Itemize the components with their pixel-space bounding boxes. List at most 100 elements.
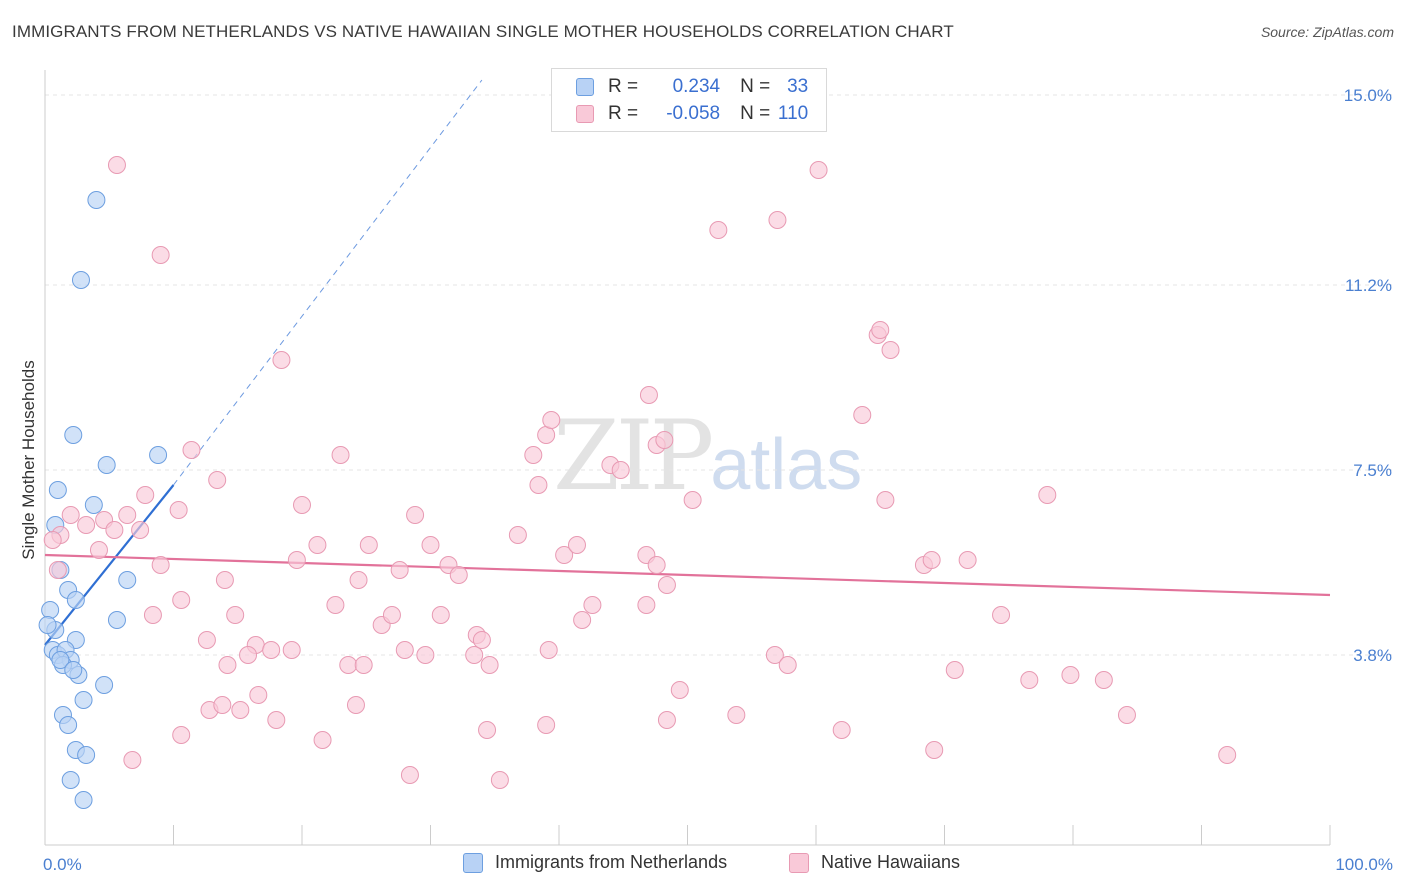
pink-data-point: [683, 491, 702, 509]
pink-data-point: [395, 641, 414, 659]
pink-data-point: [172, 591, 191, 609]
blue-data-point: [66, 591, 85, 609]
blue-data-point: [51, 651, 70, 669]
pink-data-point: [657, 576, 676, 594]
blue-data-point: [107, 611, 126, 629]
blue-data-point: [84, 496, 103, 514]
legend-swatch-blue: [576, 78, 594, 96]
pink-data-point: [231, 701, 250, 719]
pink-trendline: [44, 553, 1331, 597]
blue-data-point: [71, 271, 90, 289]
stats-legend: R = 0.234 N = 33 R = -0.058 N = 110: [551, 68, 827, 132]
pink-data-point: [61, 506, 80, 524]
pink-data-point: [778, 656, 797, 674]
pink-data-point: [583, 596, 602, 614]
pink-data-point: [218, 656, 237, 674]
pink-data-point: [105, 521, 124, 539]
blue-data-point: [64, 426, 83, 444]
legend-pink-r-label: R =: [608, 103, 639, 124]
pink-data-point: [611, 461, 630, 479]
pink-data-point: [925, 741, 944, 759]
blue-data-point: [87, 191, 106, 209]
blue-data-point: [149, 446, 168, 464]
y-axis-title: Single Mother Households: [19, 360, 38, 559]
blue-data-point: [59, 716, 78, 734]
bottom-legend-blue: Immigrants from Netherlands: [463, 852, 727, 873]
watermark-atlas: atlas: [710, 425, 863, 505]
pink-data-point: [272, 351, 291, 369]
pink-data-point: [421, 536, 440, 554]
pink-data-point: [400, 766, 419, 784]
pink-data-point: [567, 536, 586, 554]
pink-data-point: [382, 606, 401, 624]
pink-data-point: [390, 561, 409, 579]
y-tick-label: 7.5%: [1353, 461, 1392, 480]
pink-data-point: [182, 441, 201, 459]
pink-data-point: [262, 641, 281, 659]
pink-data-point: [709, 221, 728, 239]
legend-swatch-pink: [576, 105, 594, 123]
axes: [44, 70, 1331, 846]
pink-data-point: [727, 706, 746, 724]
blue-data-point: [74, 791, 93, 809]
pink-data-point: [313, 731, 332, 749]
pink-data-point: [573, 611, 592, 629]
bottom-legend-swatch-pink: [789, 852, 809, 873]
blue-data-point: [118, 571, 137, 589]
blue-trendline-extension: [173, 79, 483, 486]
pink-data-point: [267, 711, 286, 729]
bottom-legend-swatch-blue: [463, 852, 483, 873]
x-tick-label: 100.0%: [1335, 855, 1393, 874]
pink-data-point: [169, 501, 188, 519]
pink-data-point: [670, 681, 689, 699]
pink-data-point: [226, 606, 245, 624]
pink-data-point: [77, 516, 96, 534]
pink-data-point: [539, 641, 558, 659]
chart-title: IMMIGRANTS FROM NETHERLANDS VS NATIVE HA…: [12, 22, 954, 41]
pink-data-point: [768, 211, 787, 229]
pink-data-point: [542, 411, 561, 429]
pink-data-point: [992, 606, 1011, 624]
pink-data-point: [1117, 706, 1136, 724]
y-tick-label: 15.0%: [1344, 86, 1392, 105]
pink-data-point: [809, 161, 828, 179]
trendlines: [44, 79, 1331, 646]
y-tick-label: 3.8%: [1353, 646, 1392, 665]
pink-data-point: [131, 521, 150, 539]
pink-data-point: [118, 506, 137, 524]
blue-data-point: [97, 456, 116, 474]
blue-data-point: [74, 691, 93, 709]
legend-row-pink: R = -0.058 N = 110: [576, 102, 808, 126]
legend-blue-r-label: R =: [608, 76, 639, 97]
pink-data-point: [537, 426, 556, 444]
pink-data-point: [151, 246, 170, 264]
blue-data-point: [48, 481, 67, 499]
pink-data-point: [1061, 666, 1080, 684]
pink-data-point: [249, 686, 268, 704]
legend-pink-n-value: 110: [777, 103, 809, 124]
pink-data-point: [89, 541, 108, 559]
legend-pink-n-label: N =: [740, 103, 771, 124]
pink-data-point: [136, 486, 155, 504]
pink-data-point: [472, 631, 491, 649]
legend-blue-r-value: 0.234: [672, 76, 721, 97]
pink-data-point: [639, 386, 658, 404]
pink-data-point: [416, 646, 435, 664]
blue-data-point: [61, 771, 80, 789]
pink-data-point: [143, 606, 162, 624]
blue-trendline: [44, 484, 175, 646]
pink-data-point: [215, 571, 234, 589]
pink-data-point: [637, 596, 656, 614]
pink-data-point: [308, 536, 327, 554]
pink-data-point: [48, 561, 67, 579]
legend-blue-n-value: 33: [787, 76, 809, 97]
pink-data-point: [490, 771, 509, 789]
pink-data-point: [1038, 486, 1057, 504]
y-tick-label: 11.2%: [1345, 276, 1392, 295]
pink-data-point: [922, 551, 941, 569]
pink-data-point: [449, 566, 468, 584]
blue-data-point: [41, 601, 60, 619]
pink-data-point: [151, 556, 170, 574]
blue-data-point: [64, 661, 83, 679]
legend-row-blue: R = 0.234 N = 33: [576, 75, 808, 99]
